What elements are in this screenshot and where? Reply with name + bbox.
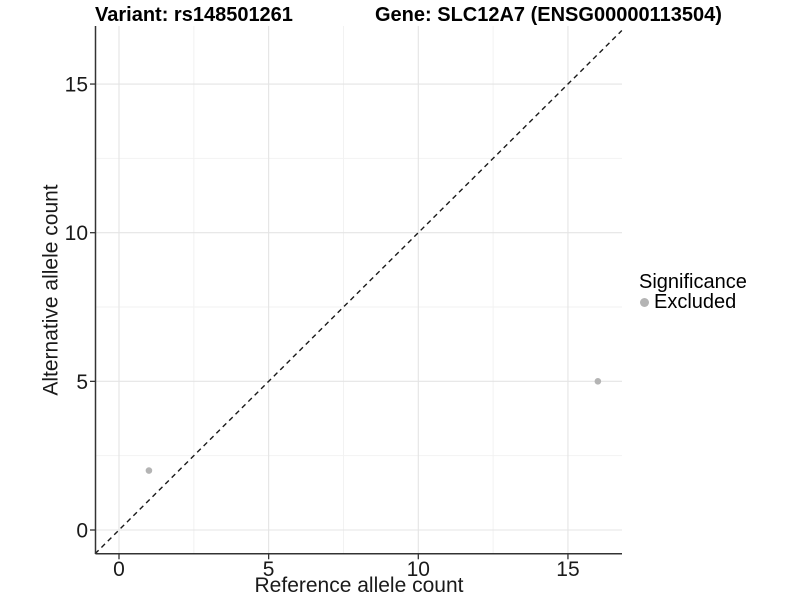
legend-item-excluded: Excluded	[640, 292, 747, 312]
svg-text:5: 5	[76, 371, 88, 394]
svg-text:15: 15	[556, 558, 579, 581]
legend-point-icon	[640, 297, 649, 307]
x-axis-title: Reference allele count	[254, 574, 464, 597]
plot-title-variant: Variant: rs148501261	[95, 4, 293, 26]
legend-item-label: Excluded	[654, 291, 737, 313]
svg-text:10: 10	[65, 222, 88, 245]
plot-title-gene: Gene: SLC12A7 (ENSG00000113504)	[375, 4, 722, 26]
svg-text:15: 15	[65, 74, 88, 97]
svg-text:0: 0	[113, 558, 125, 581]
legend: Significance Excluded	[639, 272, 747, 312]
svg-text:5: 5	[263, 558, 275, 581]
svg-text:0: 0	[76, 520, 88, 543]
legend-title: Significance	[639, 271, 747, 293]
y-axis-title: Alternative allele count	[39, 184, 63, 396]
svg-text:10: 10	[407, 558, 430, 581]
